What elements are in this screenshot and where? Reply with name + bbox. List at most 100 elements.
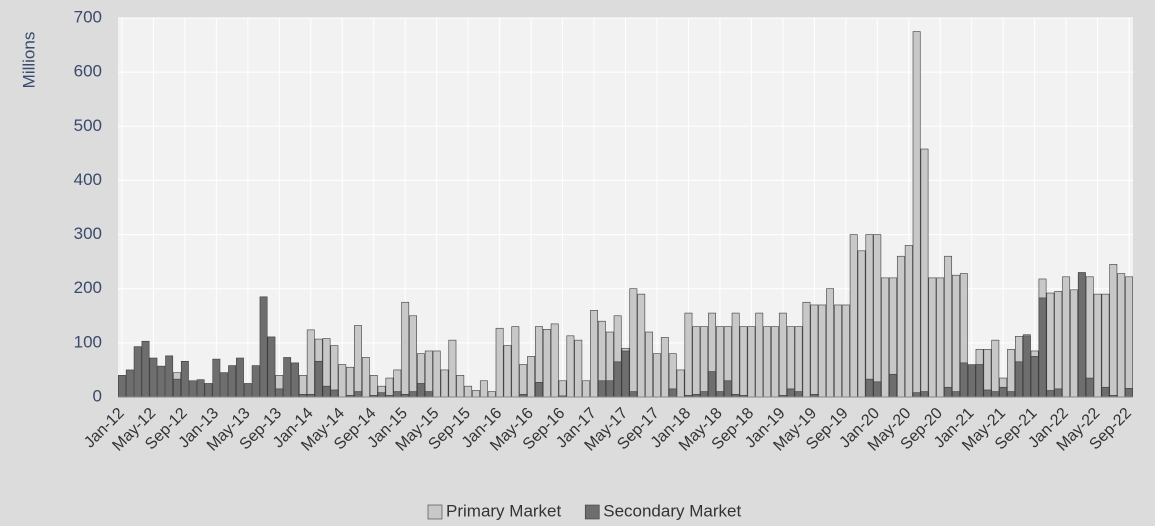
- legend-label: Secondary Market: [603, 501, 741, 520]
- bar: [700, 326, 709, 398]
- bar: [149, 357, 158, 398]
- bar: [629, 391, 638, 398]
- bar: [597, 380, 606, 398]
- y-tick-label: 200: [74, 278, 102, 297]
- bar: [354, 391, 362, 398]
- bar: [849, 234, 858, 398]
- bar: [1030, 356, 1039, 398]
- bar: [487, 391, 496, 398]
- bar: [731, 312, 740, 398]
- bar: [291, 362, 299, 398]
- bar: [621, 350, 630, 398]
- bar: [771, 326, 779, 398]
- bar: [692, 326, 701, 398]
- bar: [944, 255, 953, 398]
- bar: [267, 336, 276, 398]
- bar: [857, 250, 866, 398]
- bar: [495, 327, 504, 398]
- bar: [920, 391, 929, 398]
- bar: [180, 360, 189, 398]
- bar: [1109, 264, 1118, 398]
- bar: [464, 385, 473, 398]
- bar: [944, 386, 953, 398]
- bar: [1046, 390, 1055, 398]
- bar: [275, 388, 284, 398]
- bar: [684, 312, 693, 398]
- y-tick-label: 100: [74, 332, 102, 351]
- bar: [967, 365, 976, 398]
- bar: [715, 391, 724, 398]
- bar: [920, 148, 929, 398]
- bar: [912, 31, 921, 398]
- bar: [975, 364, 984, 398]
- bar: [936, 277, 945, 398]
- bar: [668, 388, 677, 398]
- bar: [1007, 391, 1015, 398]
- bar: [708, 371, 716, 398]
- bar: [983, 389, 992, 398]
- bar: [409, 315, 417, 398]
- bar: [133, 346, 142, 398]
- bar: [361, 357, 370, 398]
- bar: [432, 350, 441, 398]
- bar: [385, 377, 394, 398]
- bar: [566, 335, 575, 398]
- bar: [1022, 335, 1031, 398]
- bar: [448, 339, 457, 398]
- bar: [810, 304, 819, 398]
- bar: [354, 325, 362, 398]
- bar: [236, 357, 244, 398]
- bar: [283, 357, 292, 398]
- bar: [991, 391, 1000, 398]
- bar: [1125, 276, 1133, 398]
- bar: [401, 301, 410, 398]
- bar: [125, 369, 134, 398]
- bar: [700, 391, 709, 398]
- bar: [653, 353, 661, 398]
- bar: [424, 350, 433, 398]
- bar: [118, 375, 126, 398]
- bar: [1062, 276, 1071, 398]
- bar: [456, 375, 465, 398]
- bar: [999, 386, 1008, 398]
- bar: [991, 339, 1000, 398]
- bar: [889, 373, 897, 398]
- bar: [1007, 349, 1015, 398]
- bar: [786, 388, 795, 398]
- bar: [298, 375, 307, 398]
- bar: [550, 323, 559, 398]
- y-tick-label: 0: [93, 386, 102, 405]
- bar: [204, 383, 213, 398]
- bar: [479, 380, 488, 398]
- bar: [377, 392, 386, 398]
- bar: [503, 345, 512, 398]
- bar: [794, 391, 803, 398]
- bar: [1125, 388, 1133, 398]
- bar: [865, 234, 874, 398]
- bar: [1070, 289, 1078, 398]
- bar: [802, 301, 811, 398]
- bar: [605, 380, 614, 398]
- y-axis-label: Millions: [19, 32, 38, 89]
- bar: [590, 310, 598, 398]
- bar: [243, 383, 252, 398]
- bar: [959, 362, 968, 398]
- bar: [896, 255, 905, 398]
- bar: [393, 391, 402, 398]
- bar: [424, 391, 433, 398]
- bar: [527, 356, 536, 398]
- bar: [676, 369, 685, 398]
- bar: [1101, 293, 1110, 398]
- bar: [322, 385, 331, 398]
- bar: [542, 329, 551, 398]
- y-tick-label: 600: [74, 62, 102, 81]
- bar: [613, 361, 622, 398]
- bar: [582, 380, 591, 398]
- bar: [141, 340, 150, 398]
- legend-label: Primary Market: [446, 501, 562, 520]
- bar: [818, 304, 827, 398]
- bar: [1077, 272, 1086, 398]
- bar: [338, 364, 347, 398]
- bar: [739, 326, 748, 398]
- bar: [1038, 297, 1047, 398]
